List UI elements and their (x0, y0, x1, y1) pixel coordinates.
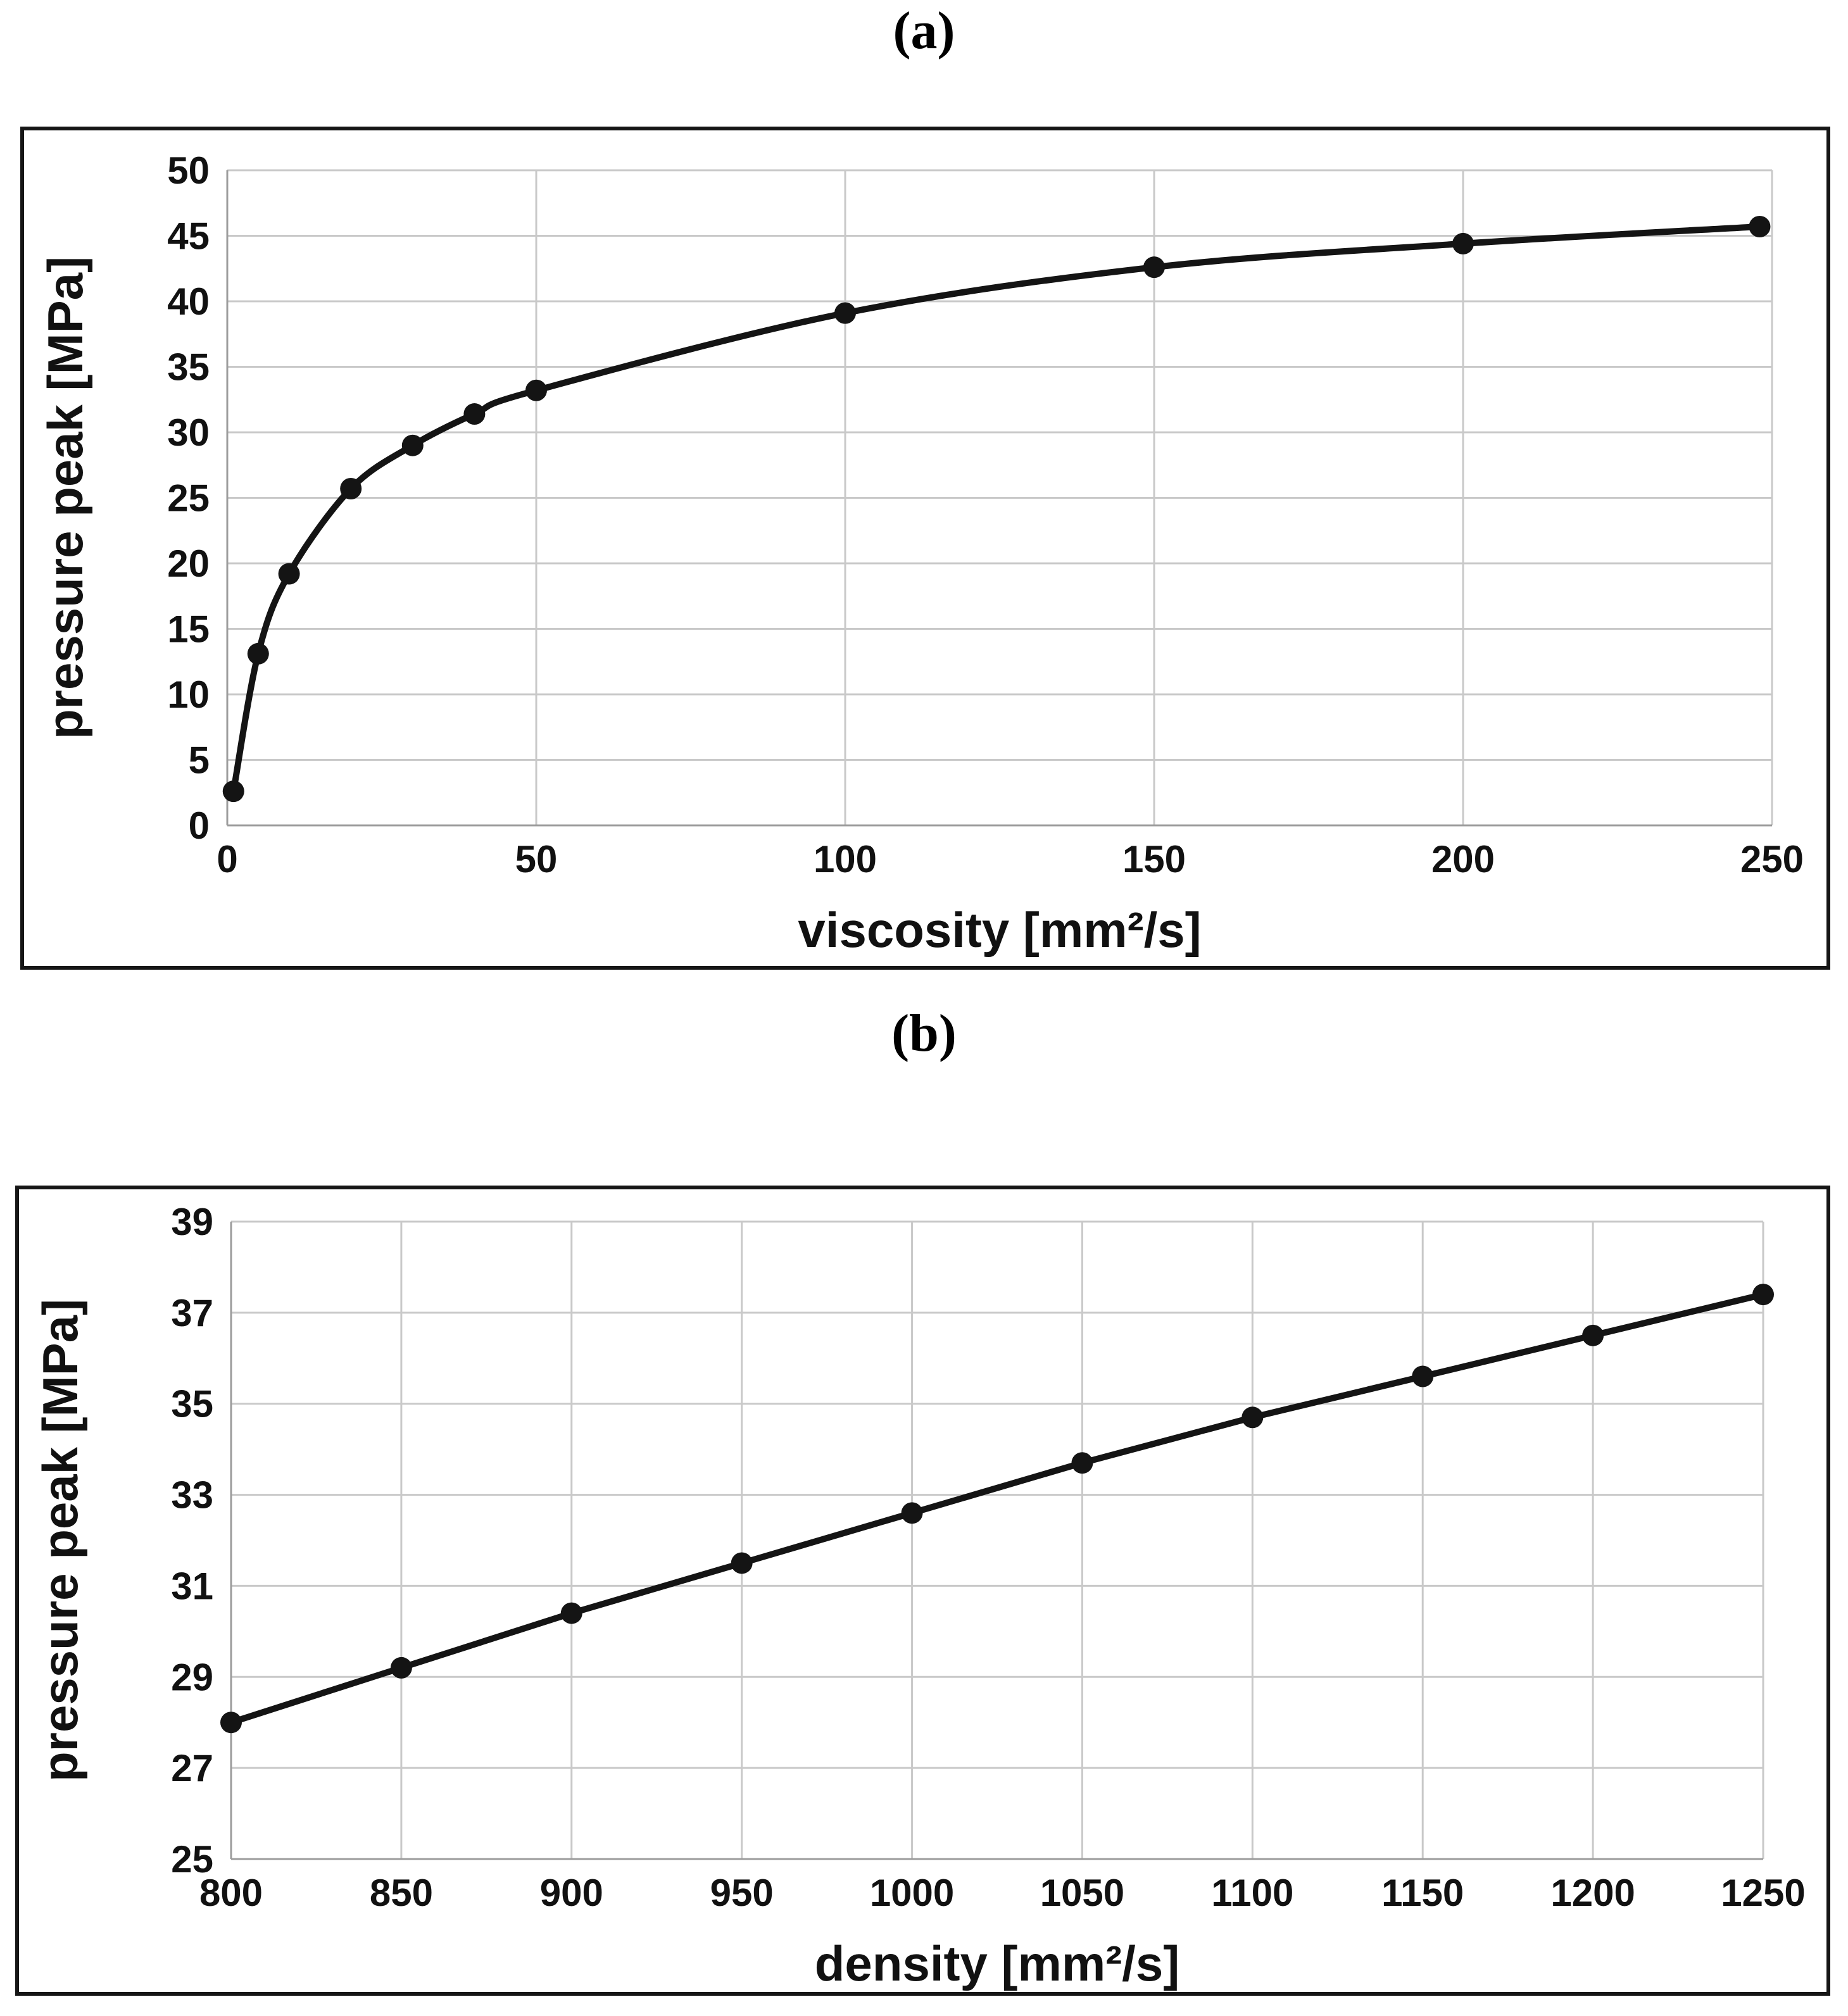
x-tick-label: 50 (515, 838, 558, 880)
data-point-marker (222, 780, 244, 803)
y-tick-label: 15 (167, 608, 210, 651)
y-tick-label: 25 (171, 1838, 213, 1881)
y-tick-label: 35 (171, 1383, 213, 1425)
data-point-marker (901, 1502, 923, 1524)
x-tick-label: 850 (370, 1872, 433, 1914)
x-tick-label: 150 (1122, 838, 1186, 880)
chart-b-box: 800 850 900 950 1000 1050 1100 1150 1200 1250 25 27… (15, 1186, 1830, 1996)
x-tick-label: 1050 (1040, 1872, 1124, 1914)
x-tick-label: 100 (814, 838, 877, 880)
data-point-marker (247, 642, 269, 665)
x-tick-label: 250 (1740, 838, 1804, 880)
x-tick-label: 1000 (870, 1872, 954, 1914)
y-tick-label: 20 (167, 542, 210, 585)
chart-b-canvas: 800 850 900 950 1000 1050 1100 1150 1200 1250 25 27… (32, 1201, 1806, 1991)
y-tick-label: 37 (171, 1292, 213, 1334)
data-point-marker (1071, 1452, 1093, 1474)
x-tick-label: 1250 (1721, 1872, 1805, 1914)
y-axis-title: pressure peak [MPa] (32, 1299, 88, 1782)
data-point-marker (1752, 1284, 1774, 1306)
y-tick-label: 0 (189, 805, 210, 847)
data-point-marker (1143, 256, 1165, 279)
data-point-marker (340, 478, 362, 500)
x-tick-label: 1150 (1381, 1872, 1464, 1914)
data-point-marker (278, 563, 300, 585)
data-point-marker (1582, 1324, 1604, 1346)
x-tick-label: 900 (540, 1872, 603, 1914)
x-tick-label: 1200 (1550, 1872, 1635, 1914)
data-point-marker (1452, 232, 1474, 254)
x-tick-label: 200 (1431, 838, 1495, 880)
y-tick-label: 25 (167, 477, 210, 520)
y-tick-label: 27 (171, 1747, 213, 1789)
x-tick-label: 800 (199, 1872, 263, 1914)
y-tick-label: 39 (171, 1201, 213, 1243)
series-line (228, 1291, 1766, 1726)
figure-label-a: (a) (893, 1, 955, 60)
figure-label-b: (b) (891, 1004, 957, 1063)
y-tick-label: 33 (171, 1474, 213, 1517)
data-point-marker (525, 379, 547, 401)
y-tick-label: 30 (167, 411, 210, 454)
series-line (230, 223, 1763, 795)
x-axis-title: density [mm²/s] (815, 1936, 1179, 1991)
y-tick-label: 31 (171, 1565, 213, 1607)
data-point-marker (1241, 1406, 1264, 1429)
y-tick-label: 45 (167, 215, 210, 258)
chart-a-canvas: 0 50 100 150 200 250 0 5 10 15 20 25 30 35 40 45 50 visco… (37, 149, 1804, 958)
y-axis-title: pressure peak [MPa] (37, 256, 93, 739)
data-point-marker (834, 302, 856, 324)
data-point-marker (731, 1552, 753, 1574)
x-tick-label: 950 (710, 1872, 774, 1914)
y-tick-label: 10 (167, 673, 210, 716)
data-point-marker (463, 403, 486, 425)
x-tick-label: 1100 (1211, 1872, 1293, 1914)
x-tick-label: 0 (217, 838, 237, 880)
data-point-marker (560, 1602, 582, 1624)
data-point-marker (1412, 1365, 1434, 1387)
data-point-marker (1749, 216, 1771, 238)
data-point-marker (401, 434, 424, 456)
y-tick-label: 50 (167, 149, 210, 192)
chart-a-box: 0 50 100 150 200 250 0 5 10 15 20 25 30 35 40 45 50 visco… (20, 127, 1830, 970)
data-point-marker (390, 1656, 412, 1679)
y-tick-label: 29 (171, 1656, 213, 1698)
x-axis-title: viscosity [mm²/s] (798, 902, 1201, 958)
y-tick-label: 5 (189, 739, 210, 782)
data-point-marker (220, 1712, 242, 1734)
y-tick-label: 40 (167, 280, 210, 323)
y-tick-label: 35 (167, 346, 210, 389)
